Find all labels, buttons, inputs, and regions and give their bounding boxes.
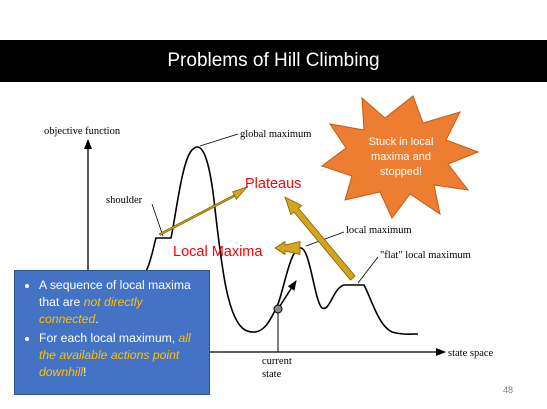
bullet-item-not-connected: A sequence of local maxima that are not … bbox=[39, 277, 203, 328]
burst-text-line-2: maxima and bbox=[371, 151, 431, 163]
callout-arrows bbox=[159, 187, 355, 280]
local-maxima-callout: Local Maxima bbox=[173, 244, 263, 260]
explanation-box: A sequence of local maxima that are not … bbox=[14, 270, 210, 395]
bullet-item-point-downhill: For each local maximum, all the availabl… bbox=[39, 330, 203, 381]
burst-text-line-1: Stuck in local bbox=[369, 136, 434, 148]
shoulder-label: shoulder bbox=[106, 195, 143, 206]
bullet-1-end: . bbox=[95, 312, 98, 326]
y-axis-label: objective function bbox=[44, 126, 121, 137]
shoulder-leader bbox=[152, 204, 163, 236]
global-maximum-label: global maximum bbox=[240, 129, 311, 140]
local-maximum-label: local maximum bbox=[346, 225, 412, 236]
flat-local-maximum-leader bbox=[358, 257, 378, 283]
bullet-2-end: ! bbox=[83, 365, 86, 379]
plateaus-callout: Plateaus bbox=[245, 176, 301, 192]
x-axis-label: state space bbox=[448, 348, 494, 359]
flat-local-maximum-label: "flat" local maximum bbox=[380, 250, 471, 261]
local-maxima-arrow bbox=[275, 242, 300, 255]
flat-maximum-arrow bbox=[285, 197, 355, 280]
explanation-list: A sequence of local maxima that are not … bbox=[23, 277, 203, 381]
burst-text-line-3: stopped! bbox=[380, 166, 422, 178]
global-maximum-leader bbox=[200, 134, 238, 146]
state-label: state bbox=[262, 369, 282, 380]
current-label: current bbox=[262, 356, 292, 367]
current-state-point bbox=[274, 305, 282, 313]
page-number: 48 bbox=[503, 385, 513, 395]
plateaus-arrow bbox=[159, 187, 247, 235]
bullet-2-text: For each local maximum, bbox=[39, 331, 179, 345]
